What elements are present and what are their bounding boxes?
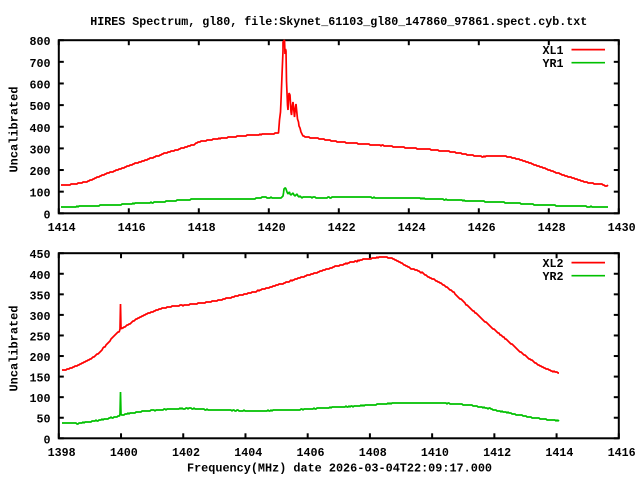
svg-text:1420: 1420 bbox=[258, 221, 286, 235]
svg-text:1422: 1422 bbox=[328, 221, 356, 235]
svg-text:800: 800 bbox=[30, 35, 51, 49]
svg-text:200: 200 bbox=[30, 351, 51, 365]
svg-text:Uncalibrated: Uncalibrated bbox=[8, 87, 22, 173]
svg-text:1416: 1416 bbox=[118, 221, 146, 235]
svg-text:1406: 1406 bbox=[296, 446, 324, 460]
svg-text:200: 200 bbox=[30, 165, 51, 179]
svg-text:0: 0 bbox=[44, 433, 51, 447]
svg-text:450: 450 bbox=[30, 248, 51, 262]
svg-text:1404: 1404 bbox=[234, 446, 263, 460]
svg-text:100: 100 bbox=[30, 392, 51, 406]
svg-text:100: 100 bbox=[30, 187, 51, 201]
svg-text:1410: 1410 bbox=[421, 446, 449, 460]
svg-text:1408: 1408 bbox=[359, 446, 387, 460]
svg-text:300: 300 bbox=[30, 143, 51, 157]
svg-text:HIRES Spectrum, gl80, file:Sky: HIRES Spectrum, gl80, file:Skynet_61103_… bbox=[90, 15, 587, 29]
svg-text:1416: 1416 bbox=[608, 446, 636, 460]
svg-text:1402: 1402 bbox=[172, 446, 200, 460]
svg-text:1412: 1412 bbox=[483, 446, 511, 460]
svg-text:0: 0 bbox=[44, 208, 51, 222]
svg-text:1400: 1400 bbox=[110, 446, 138, 460]
svg-text:XL2: XL2 bbox=[543, 257, 564, 271]
svg-text:1424: 1424 bbox=[398, 221, 427, 235]
svg-text:400: 400 bbox=[30, 122, 51, 136]
svg-text:300: 300 bbox=[30, 310, 51, 324]
svg-text:250: 250 bbox=[30, 330, 51, 344]
svg-text:350: 350 bbox=[30, 289, 51, 303]
svg-text:1430: 1430 bbox=[608, 221, 636, 235]
svg-text:YR2: YR2 bbox=[543, 270, 564, 284]
svg-text:1418: 1418 bbox=[188, 221, 216, 235]
svg-text:1426: 1426 bbox=[468, 221, 496, 235]
svg-text:400: 400 bbox=[30, 269, 51, 283]
svg-text:150: 150 bbox=[30, 372, 51, 386]
svg-text:700: 700 bbox=[30, 57, 51, 71]
svg-text:XL1: XL1 bbox=[543, 44, 564, 58]
svg-text:600: 600 bbox=[30, 78, 51, 92]
svg-text:1414: 1414 bbox=[545, 446, 574, 460]
svg-text:Frequency(MHz) date 2026-03-04: Frequency(MHz) date 2026-03-04T22:09:17.… bbox=[187, 461, 492, 475]
svg-text:50: 50 bbox=[37, 413, 51, 427]
svg-text:1414: 1414 bbox=[48, 221, 77, 235]
svg-text:YR1: YR1 bbox=[543, 57, 564, 71]
svg-text:1428: 1428 bbox=[538, 221, 566, 235]
svg-text:500: 500 bbox=[30, 100, 51, 114]
svg-text:Uncalibrated: Uncalibrated bbox=[8, 306, 22, 392]
svg-text:1398: 1398 bbox=[48, 446, 76, 460]
